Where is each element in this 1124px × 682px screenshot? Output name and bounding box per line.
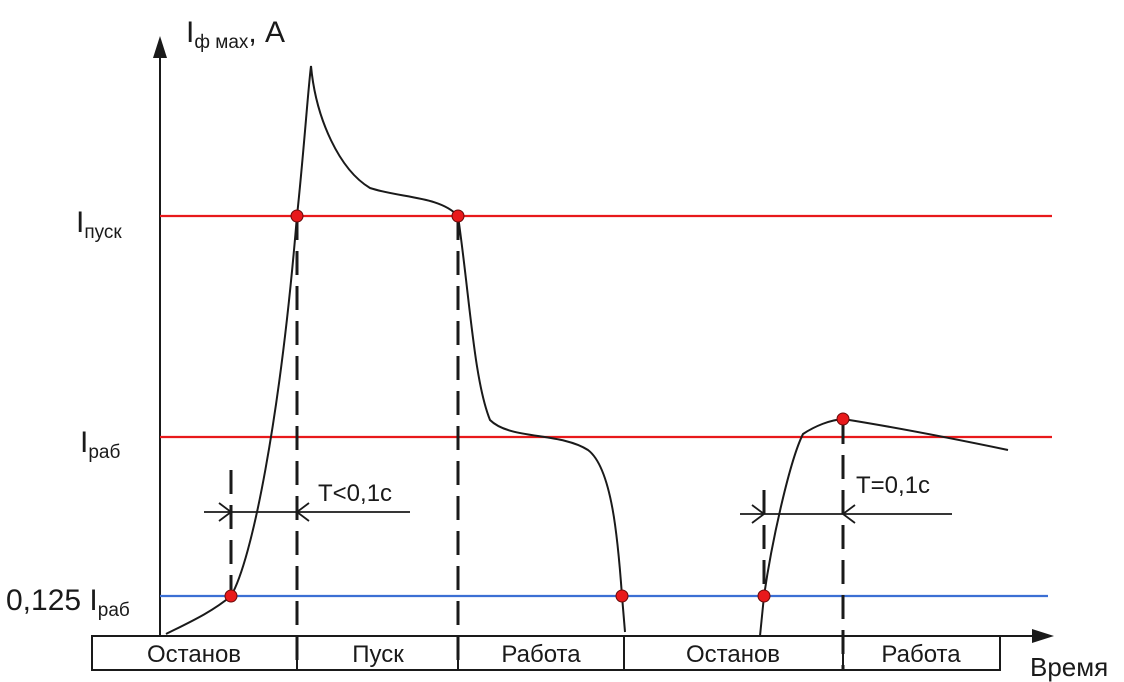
marker-dot-start-2: [451, 209, 465, 223]
state-strip: Останов Пуск Работа Останов Работа: [91, 635, 1001, 671]
current-curve-restart: [759, 417, 1009, 637]
marker-dot-peak: [836, 412, 850, 426]
state-label-work-2: Работа: [881, 641, 961, 668]
x-axis-label: Время: [1030, 652, 1108, 682]
y-axis-label: Iф мах, A: [186, 16, 285, 53]
interval-1-arrow-right-icon: [295, 502, 310, 522]
interval-2-arrow-right-icon: [841, 504, 856, 524]
interval-2-arrow-left-icon: [751, 504, 766, 524]
low-current-label: 0,125 Iраб: [6, 584, 130, 621]
state-label-start: Пуск: [352, 641, 404, 668]
work-current-label: Iраб: [80, 426, 120, 463]
x-axis-arrow-icon: [1032, 629, 1054, 643]
marker-dot-low-3: [757, 589, 771, 603]
state-label-work-1: Работа: [501, 641, 581, 668]
state-label-stop-2: Останов: [686, 641, 780, 668]
marker-dot-start-1: [290, 209, 304, 223]
marker-dot-low-1: [224, 589, 238, 603]
interval-1-arrow-left-icon: [218, 502, 233, 522]
interval-1-label: T<0,1c: [318, 480, 392, 507]
current-curve: [165, 65, 626, 635]
state-label-stop-1: Останов: [147, 641, 241, 668]
start-current-label: Iпуск: [76, 206, 122, 243]
y-axis-arrow-icon: [153, 36, 167, 58]
interval-2-label: T=0,1c: [856, 472, 930, 499]
marker-dot-low-2: [615, 589, 629, 603]
state-strip-box: [91, 635, 1001, 671]
